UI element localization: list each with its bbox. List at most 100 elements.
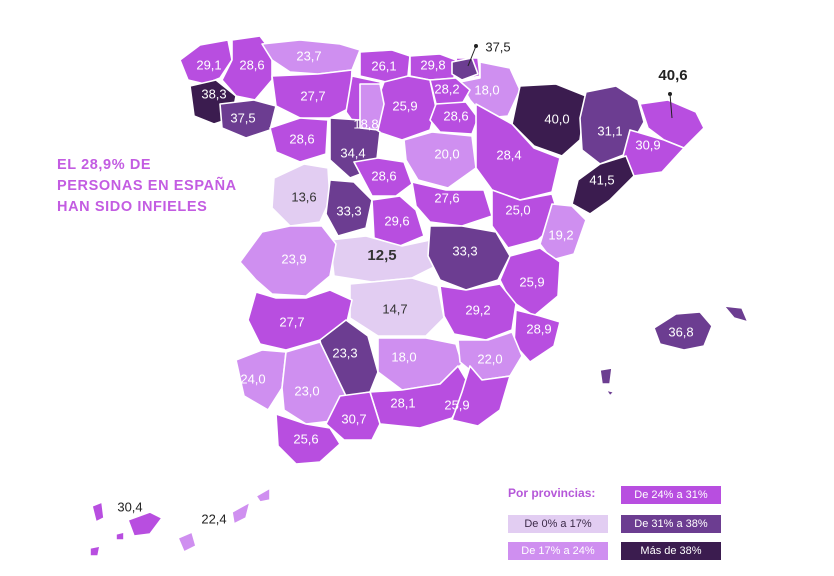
- legend-item-0-17: De 0% a 17%: [508, 515, 608, 533]
- callout-line: [467, 45, 477, 67]
- province-tarragona-shape: [571, 155, 635, 215]
- province-ciudad-real-shape: [349, 277, 445, 337]
- province-guadalajara-shape: [411, 181, 493, 227]
- province-tarragona: 41,5: [571, 155, 635, 215]
- province-baleares: 36,8: [599, 305, 749, 397]
- province-badajoz-value: 27,7: [279, 314, 304, 329]
- province-murcia: 22,0: [457, 331, 523, 381]
- province-sevilla: 23,0: [281, 341, 347, 425]
- province-leon-value: 27,7: [300, 88, 325, 103]
- menorca-shape: [723, 305, 749, 323]
- province-malaga: 30,7: [325, 391, 381, 441]
- province-guipuzcoa-callout-shape: [451, 57, 479, 81]
- province-avila: 33,3: [325, 179, 373, 237]
- headline-line-3: HAN SIDO INFIELES: [57, 199, 208, 215]
- province-guadalajara-value: 27,6: [434, 190, 459, 205]
- province-huelva-value: 24,0: [240, 371, 265, 386]
- province-cadiz: 25,6: [275, 413, 341, 465]
- province-alava-value: 28,2: [434, 81, 459, 96]
- province-zaragoza-value: 28,4: [496, 147, 521, 162]
- province-asturias-value: 23,7: [296, 48, 321, 63]
- province-soria-value: 20,0: [434, 146, 459, 161]
- province-lugo-value: 28,6: [239, 57, 264, 72]
- province-murcia-value: 22,0: [477, 351, 502, 366]
- province-soria-shape: [403, 131, 477, 189]
- province-almeria-value: 25,9: [444, 397, 469, 412]
- legend-item-24-31: De 24% a 31%: [621, 486, 721, 504]
- province-zamora-value: 28,6: [289, 131, 314, 146]
- province-ourense: 37,5: [219, 99, 277, 139]
- province-malaga-value: 30,7: [341, 411, 366, 426]
- province-barcelona-value: 30,9: [635, 137, 660, 152]
- province-tenerife-value: 30,4: [117, 499, 142, 514]
- province-cuenca-value: 33,3: [452, 243, 477, 258]
- province-toledo: 12,5: [329, 235, 437, 283]
- ibiza-shape: [599, 367, 613, 385]
- province-jaen-value: 18,0: [391, 349, 416, 364]
- province-a-coruna-value: 29,1: [196, 57, 221, 72]
- province-albacete-shape: [439, 283, 517, 341]
- province-sevilla-shape: [281, 341, 347, 425]
- province-cantabria: 26,1: [359, 49, 411, 83]
- province-almeria: 25,9: [444, 365, 511, 427]
- province-caceres-shape: [239, 225, 337, 297]
- province-alicante-value: 28,9: [526, 321, 551, 336]
- province-la-rioja: 28,6: [429, 101, 479, 135]
- province-valencia-shape: [499, 247, 561, 317]
- province-alava-shape: [429, 77, 471, 105]
- province-a-coruna: 29,1: [179, 39, 233, 85]
- province-castellon: 19,2: [539, 203, 587, 261]
- province-leon-shape: [271, 69, 353, 119]
- province-zamora-shape: [269, 117, 329, 163]
- province-toledo-value: 12,5: [367, 247, 396, 264]
- province-salamanca: 13,6: [271, 163, 331, 227]
- province-avila-shape: [325, 179, 373, 237]
- province-baleares-value: 36,8: [668, 324, 693, 339]
- province-girona: [639, 99, 705, 149]
- province-navarra-value: 18,0: [474, 82, 499, 97]
- province-leon: 27,7: [271, 69, 353, 119]
- province-guadalajara: 27,6: [411, 181, 493, 227]
- la-gomera-shape: [115, 531, 125, 541]
- callout-line: [669, 93, 673, 119]
- province-alava: 28,2: [429, 77, 471, 105]
- province-cordoba-value: 23,3: [332, 345, 357, 360]
- legend-title: Por provincias:: [508, 486, 596, 500]
- callout-dot: [668, 92, 672, 96]
- province-cuenca: 33,3: [427, 225, 511, 291]
- province-zaragoza-shape: [475, 103, 561, 201]
- la-palma-shape: [91, 501, 105, 523]
- province-cadiz-value: 25,6: [293, 431, 318, 446]
- tenerife-shape: [127, 511, 163, 537]
- province-vizcaya-value: 29,8: [420, 57, 445, 72]
- legend-item-over-38: Más de 38%: [621, 542, 721, 560]
- province-cadiz-shape: [275, 413, 341, 465]
- province-malaga-shape: [325, 391, 381, 441]
- province-ciudad-real: 14,7: [349, 277, 445, 337]
- province-burgos: 25,9: [375, 75, 437, 141]
- province-soria: 20,0: [403, 131, 477, 189]
- province-vizcaya: 29,8: [409, 53, 457, 81]
- province-la-rioja-shape: [429, 101, 479, 135]
- lanzarote-shape: [255, 487, 271, 503]
- headline: EL 28,9% DE PERSONAS EN ESPAÑA HAN SIDO …: [57, 155, 237, 218]
- province-albacete: 29,2: [439, 283, 517, 341]
- province-salamanca-shape: [271, 163, 331, 227]
- province-valencia-value: 25,9: [519, 274, 544, 289]
- province-palencia-value: 18,8: [353, 116, 378, 131]
- headline-line-2: PERSONAS EN ESPAÑA: [57, 178, 237, 194]
- province-girona-callout: 40,6: [658, 67, 688, 119]
- province-la-rioja-value: 28,6: [443, 108, 468, 123]
- province-valencia: 25,9: [499, 247, 561, 317]
- province-zaragoza: 28,4: [475, 103, 561, 201]
- headline-line-1: EL 28,9% DE: [57, 157, 152, 173]
- province-burgos-value: 25,9: [392, 98, 417, 113]
- legend-item-17-24: De 17% a 24%: [508, 542, 608, 560]
- mallorca-shape: [653, 311, 713, 351]
- province-granada-value: 28,1: [390, 395, 415, 410]
- province-girona-value: 40,6: [658, 67, 687, 84]
- gran-canaria-shape: [177, 531, 197, 553]
- province-huesca: 40,0: [511, 83, 587, 157]
- province-madrid-value: 29,6: [384, 213, 409, 228]
